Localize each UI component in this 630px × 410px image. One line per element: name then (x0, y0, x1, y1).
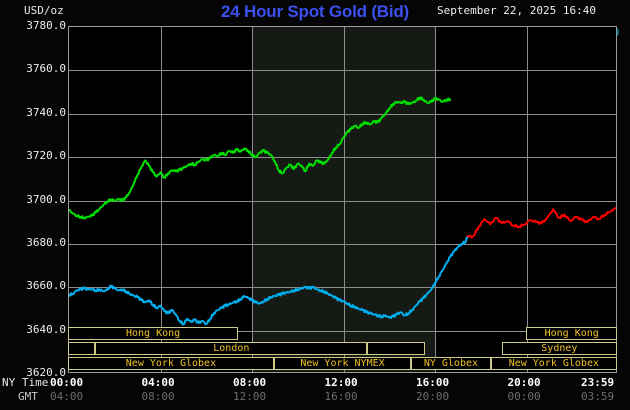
session-bar-label: London (213, 343, 250, 354)
plot-area (68, 26, 617, 373)
page-title: 24 Hour Spot Gold (Bid) (220, 2, 410, 21)
x-axis-gmt-tick-label: 00:00 (507, 390, 541, 403)
session-bar-label: NY Globex (423, 358, 479, 369)
session-bar (367, 342, 425, 355)
x-axis-ny-row-label: NY Time (2, 376, 49, 389)
y-axis-tick-label: 3720.0 (26, 149, 66, 163)
gridline-vertical (435, 27, 436, 372)
session-bar: London (95, 342, 368, 355)
y-axis-tick-label: 3680.0 (26, 235, 66, 249)
x-axis-gmt-tick-label: 20:00 (416, 390, 450, 403)
x-axis-gmt-tick-label: 12:00 (233, 390, 267, 403)
x-axis-ny-tick-label: 00:00 (50, 376, 84, 389)
x-axis-gmt-tick-label: 04:00 (50, 390, 84, 403)
x-axis-ny-tick-label: 23:59 (581, 376, 615, 389)
y-axis-tick-label: 3780.0 (26, 19, 66, 32)
x-axis-ny-tick-label: 04:00 (141, 376, 175, 389)
session-bar-label: Hong Kong (126, 328, 181, 339)
gridline-vertical (344, 27, 345, 372)
x-axis: NY Time GMT 00:00 04:00 04:00 08:00 08:00 12:… (0, 374, 630, 410)
y-axis-tick-label: 3760.0 (26, 62, 66, 76)
market-session-bars: Hong Kong Hong Kong London Sydney New York G… (68, 327, 617, 372)
price-line-prev-close (69, 235, 469, 326)
session-bar: Hong Kong (526, 327, 617, 340)
gridline-vertical (527, 27, 528, 372)
gridline-horizontal (69, 287, 616, 288)
price-series-svg (69, 96, 616, 326)
session-bar: New York Globex (68, 357, 274, 370)
y-axis-tick-label: 3640.0 (26, 322, 66, 336)
gridline-horizontal (69, 201, 616, 202)
y-axis-units-label: USD/oz (24, 4, 64, 17)
gridline-vertical (252, 27, 253, 372)
x-axis-ny-tick-label: 08:00 (233, 376, 267, 389)
session-bar: New York NYMEX (273, 357, 412, 370)
x-axis-ny-tick-label: 16:00 (416, 376, 450, 389)
y-axis: 3780.0 3760.0 3740.0 3720.0 3700.0 3680.0 3660… (0, 0, 66, 410)
gridline-horizontal (69, 70, 616, 71)
gridline-horizontal (69, 331, 616, 332)
y-axis-tick-label: 3700.0 (26, 192, 66, 206)
session-bar-label: Hong Kong (544, 328, 599, 339)
session-bar-label: New York NYMEX (300, 358, 385, 369)
x-axis-ny-tick-label: 12:00 (324, 376, 358, 389)
gridline-horizontal (69, 114, 616, 115)
y-axis-tick-label: 3620.0 (26, 366, 66, 379)
y-axis-tick-label: 3740.0 (26, 105, 66, 119)
x-axis-gmt-row-label: GMT (18, 390, 38, 403)
x-axis-gmt-tick-label: 03:59 (581, 390, 615, 403)
x-axis-gmt-tick-label: 16:00 (324, 390, 358, 403)
x-axis-gmt-tick-label: 08:00 (141, 390, 175, 403)
session-bar-label: New York Globex (508, 358, 599, 369)
x-axis-ny-tick-label: 20:00 (507, 376, 541, 389)
session-bar: Hong Kong (68, 327, 239, 340)
price-line-current (69, 96, 452, 220)
session-bar: Sydney (501, 342, 617, 355)
session-bar: NY Globex (411, 357, 491, 370)
session-bar-label: New York Globex (125, 358, 217, 369)
gridline-horizontal (69, 244, 616, 245)
session-bar: New York Globex (490, 357, 617, 370)
price-line-sunday (466, 207, 616, 239)
y-axis-tick-label: 3660.0 (26, 279, 66, 293)
session-bar (68, 342, 96, 355)
quote-timestamp: September 22, 2025 16:40 (437, 4, 596, 17)
gridline-horizontal (69, 157, 616, 158)
gridline-vertical (161, 27, 162, 372)
session-bar-label: Sydney (541, 343, 578, 354)
